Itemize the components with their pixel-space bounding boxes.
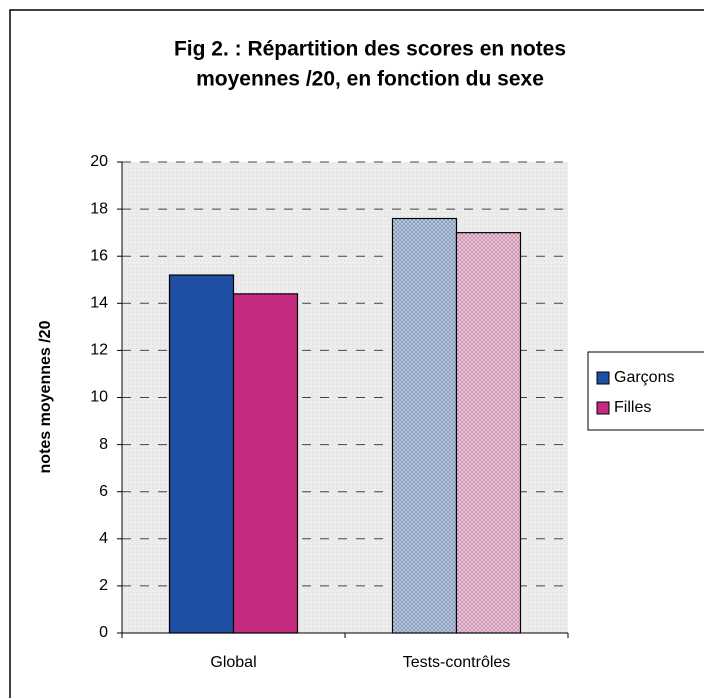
bar bbox=[455, 232, 522, 634]
y-tick-label: 10 bbox=[90, 389, 108, 406]
y-tick-label: 4 bbox=[99, 530, 108, 547]
legend-label: Garçons bbox=[614, 369, 674, 386]
legend-swatch bbox=[596, 371, 610, 385]
legend bbox=[587, 351, 704, 431]
bar bbox=[391, 217, 458, 634]
y-tick-label: 14 bbox=[90, 295, 108, 312]
legend-label: Filles bbox=[614, 399, 651, 416]
y-tick-label: 18 bbox=[90, 200, 108, 217]
y-axis-title: notes moyennes /20 bbox=[37, 320, 54, 473]
y-tick-label: 8 bbox=[99, 436, 108, 453]
legend-swatch bbox=[596, 401, 610, 415]
y-tick-label: 20 bbox=[90, 153, 108, 170]
x-tick-label: Global bbox=[210, 654, 256, 671]
chart-title: moyennes /20, en fonction du sexe bbox=[196, 68, 544, 91]
y-tick-label: 2 bbox=[99, 577, 108, 594]
bar bbox=[232, 293, 299, 634]
y-tick-label: 12 bbox=[90, 342, 108, 359]
y-tick-label: 6 bbox=[99, 483, 108, 500]
chart-title: Fig 2. : Répartition des scores en notes bbox=[174, 38, 566, 61]
bar bbox=[168, 274, 235, 634]
y-tick-label: 16 bbox=[90, 247, 108, 264]
y-tick-label: 0 bbox=[99, 624, 108, 641]
x-tick-label: Tests-contrôles bbox=[403, 654, 511, 671]
